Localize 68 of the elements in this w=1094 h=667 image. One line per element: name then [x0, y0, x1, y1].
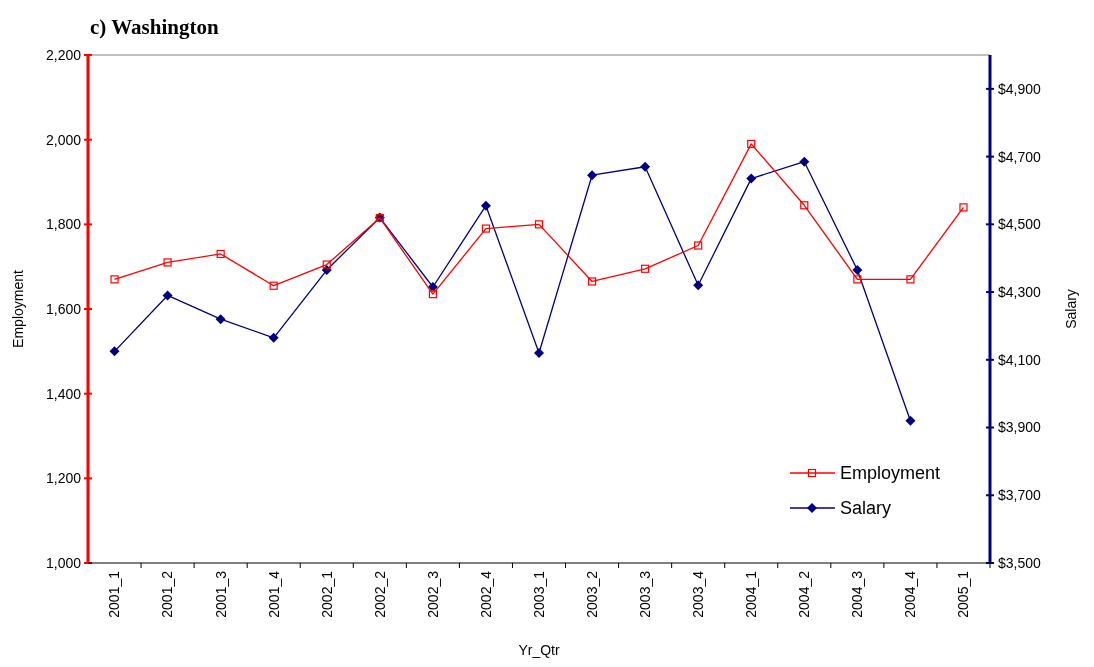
point [641, 264, 650, 273]
point [905, 415, 916, 426]
x-tick-label: 2004_2 [796, 570, 813, 618]
point [110, 275, 119, 284]
point [481, 224, 491, 233]
x-tick-label: 2002_3 [424, 570, 441, 618]
point [216, 249, 225, 259]
point [215, 314, 226, 325]
y-tick-label: 2,000 [45, 131, 82, 148]
point [799, 156, 810, 167]
x-tick-label: 2004_4 [902, 570, 919, 618]
x-tick-label: 2002_4 [477, 570, 494, 618]
x-tick-label: 2003_2 [583, 570, 600, 618]
y2-tick-label: $4,700 [998, 148, 1042, 165]
point [162, 290, 173, 301]
x-tick-label: 2004_3 [849, 570, 866, 618]
y2-tick-label: $4,300 [998, 283, 1042, 300]
y-tick-label: 1,200 [45, 470, 82, 487]
y2-tick-label: $4,100 [998, 351, 1042, 368]
point [269, 281, 278, 290]
y2-tick-label: $3,700 [998, 487, 1042, 504]
point [427, 281, 438, 292]
point [534, 220, 544, 229]
point [693, 280, 704, 291]
legend-label: Salary [840, 498, 892, 519]
point [694, 241, 703, 250]
point [163, 258, 172, 267]
x-tick-label: 2003_1 [530, 570, 547, 618]
point [534, 348, 544, 359]
x-tick-label: 2001_1 [106, 570, 123, 618]
point [906, 275, 915, 284]
x-tick-label: 2001_3 [212, 570, 229, 618]
point [322, 260, 331, 269]
point [480, 200, 491, 211]
x-tick-label: 2002_2 [371, 570, 388, 618]
x-tick-label: 2003_3 [637, 570, 654, 618]
legend-label: Employment [840, 463, 941, 484]
point [109, 346, 120, 357]
y-tick-label: 1,800 [45, 216, 82, 233]
y2-tick-label: $3,500 [998, 554, 1042, 571]
y-axis-title: Employment [10, 269, 26, 348]
y2-tick-label: $3,900 [998, 419, 1042, 436]
x-tick-label: 2001_4 [265, 570, 282, 618]
y-tick-label: 1,000 [45, 554, 82, 571]
y2-tick-label: $4,900 [998, 80, 1042, 97]
point [268, 332, 279, 343]
y2-tick-label: $4,500 [998, 216, 1042, 233]
y-tick-label: 1,600 [45, 300, 82, 317]
y-tick-label: 1,400 [45, 385, 82, 402]
x-tick-label: 2003_4 [690, 570, 707, 618]
point [800, 201, 809, 210]
point [959, 203, 968, 212]
y-tick-label: 2,200 [45, 46, 82, 63]
point [428, 290, 437, 299]
x-tick-label: 2001_2 [159, 570, 176, 618]
point [746, 173, 757, 184]
point [640, 161, 651, 172]
x-tick-label: 2004_1 [743, 570, 760, 618]
point [587, 277, 597, 286]
point [852, 265, 863, 276]
point [587, 170, 598, 181]
y2-axis-title: Salary [1063, 289, 1079, 329]
x-axis-title: Yr_Qtr [518, 642, 560, 658]
chart-title: c) Washington [90, 15, 219, 39]
point [853, 275, 862, 284]
x-tick-label: 2005_1 [955, 570, 972, 618]
point [747, 139, 756, 148]
x-tick-label: 2002_1 [318, 570, 335, 618]
